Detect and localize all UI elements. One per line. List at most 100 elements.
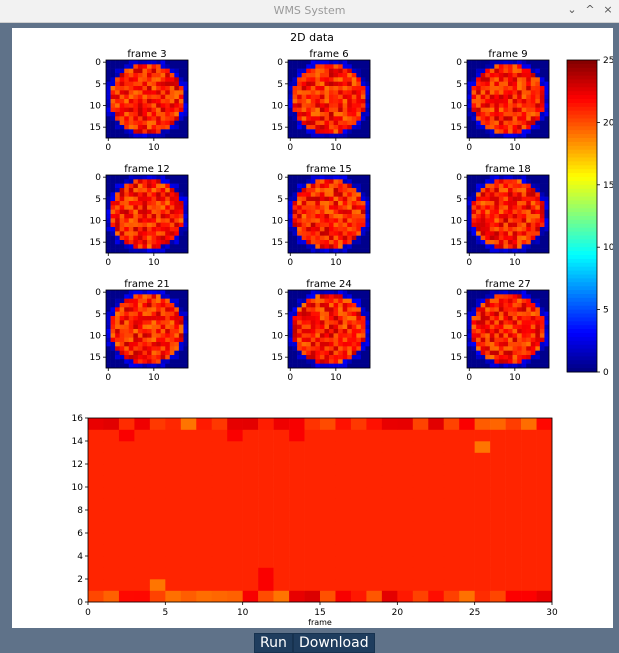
heatmap-cell xyxy=(151,320,157,325)
heatmap-cell xyxy=(297,112,302,117)
heatmap-cell xyxy=(133,222,139,228)
heatmap-cell xyxy=(137,227,143,232)
heatmap-cell xyxy=(333,205,339,210)
heatmap-cell xyxy=(489,218,495,223)
heatmap-cell xyxy=(508,294,513,299)
heatmap-cell xyxy=(142,337,148,343)
heatmap-cell xyxy=(119,320,125,325)
heatmap-cell xyxy=(535,244,541,249)
heatmap-cell xyxy=(356,214,362,219)
heatmap-cell xyxy=(292,112,298,117)
close-button[interactable]: × xyxy=(603,3,613,16)
heatmap-cell xyxy=(137,205,143,210)
heatmap-cell xyxy=(351,209,357,215)
heatmap-cell xyxy=(128,192,134,197)
heatmap-cell xyxy=(165,188,171,193)
heatmap-cell xyxy=(297,316,302,321)
heatmap-cell xyxy=(310,311,316,317)
heatmap-cell xyxy=(169,342,175,347)
heatmap-cell xyxy=(165,324,171,330)
heatmap-cell xyxy=(342,222,348,228)
heatmap-cell xyxy=(471,324,477,330)
heatmap-cell xyxy=(147,227,152,232)
heatmap-cell xyxy=(526,192,532,197)
heatmap-cell xyxy=(347,183,353,189)
heatmap-cell xyxy=(169,133,175,139)
colorbar-segment xyxy=(567,321,597,326)
heatmap-cell xyxy=(147,64,152,69)
colorbar-segment xyxy=(567,278,597,283)
heatmap-cell xyxy=(508,68,513,74)
heatmap-cell xyxy=(124,94,130,100)
heatmap-cell xyxy=(526,355,532,360)
heatmap-cell xyxy=(467,125,472,130)
heatmap-cell xyxy=(301,209,307,215)
heatmap-cell xyxy=(183,77,189,82)
bottom-heatmap-cell xyxy=(273,452,290,465)
bottom-heatmap-cell xyxy=(474,464,491,476)
heatmap-cell xyxy=(494,329,500,334)
subplot-frame xyxy=(466,174,550,254)
heatmap-cell xyxy=(508,235,513,241)
heatmap-cell xyxy=(347,103,353,108)
bottom-heatmap-cell xyxy=(521,533,537,545)
colorbar-segment xyxy=(567,231,597,236)
heatmap-cell xyxy=(485,298,491,304)
download-button[interactable]: Download xyxy=(293,633,375,653)
heatmap-cell xyxy=(539,231,545,236)
heatmap-cell xyxy=(115,355,120,360)
heatmap-cell xyxy=(297,60,302,65)
heatmap-cell xyxy=(480,116,486,121)
heatmap-cell xyxy=(297,116,302,121)
heatmap-cell xyxy=(489,298,495,304)
heatmap-cell xyxy=(489,64,495,69)
heatmap-cell xyxy=(156,107,161,113)
heatmap-cell xyxy=(489,133,495,139)
bottom-heatmap-cell xyxy=(505,498,522,511)
heatmap-cell xyxy=(137,68,143,74)
bottom-heatmap-cell xyxy=(118,556,135,568)
heatmap-cell xyxy=(347,307,353,312)
heatmap-cell xyxy=(342,240,348,245)
bottom-heatmap-cell xyxy=(521,487,537,499)
heatmap-cell xyxy=(288,248,293,254)
heatmap-cell xyxy=(365,329,371,334)
heatmap-cell xyxy=(119,222,125,228)
heatmap-cell xyxy=(137,363,143,369)
heatmap-cell xyxy=(147,192,152,197)
heatmap-cell xyxy=(471,112,477,117)
heatmap-cell xyxy=(535,175,541,180)
heatmap-cell xyxy=(508,290,513,295)
heatmap-cell xyxy=(324,183,330,189)
bottom-heatmap-cell xyxy=(258,521,274,534)
heatmap-cell xyxy=(319,77,325,82)
heatmap-cell xyxy=(338,355,343,360)
heatmap-cell xyxy=(521,120,527,126)
minimize-button[interactable]: ⌄ xyxy=(567,3,577,16)
heatmap-cell xyxy=(156,303,161,308)
heatmap-cell xyxy=(174,316,180,321)
heatmap-cell xyxy=(324,350,330,356)
heatmap-cell xyxy=(517,112,522,117)
heatmap-cell xyxy=(544,311,550,317)
heatmap-cell xyxy=(151,248,157,254)
bottom-heatmap-cell xyxy=(211,452,228,465)
heatmap-cell xyxy=(151,99,157,104)
heatmap-cell xyxy=(106,125,111,130)
heatmap-cell xyxy=(119,303,125,308)
run-button[interactable]: Run xyxy=(254,633,293,653)
maximize-button[interactable]: ^ xyxy=(585,3,595,16)
heatmap-cell xyxy=(178,311,184,317)
heatmap-cell xyxy=(315,183,321,189)
heatmap-cell xyxy=(544,244,550,249)
heatmap-cell xyxy=(530,103,536,108)
heatmap-cell xyxy=(151,227,157,232)
heatmap-cell xyxy=(526,120,532,126)
bottom-heatmap-cell xyxy=(350,441,367,453)
heatmap-cell xyxy=(333,86,339,91)
heatmap-cell xyxy=(526,307,532,312)
heatmap-cell xyxy=(342,294,348,299)
heatmap-cell xyxy=(115,94,120,100)
heatmap-cell xyxy=(319,359,325,364)
heatmap-cell xyxy=(319,179,325,184)
